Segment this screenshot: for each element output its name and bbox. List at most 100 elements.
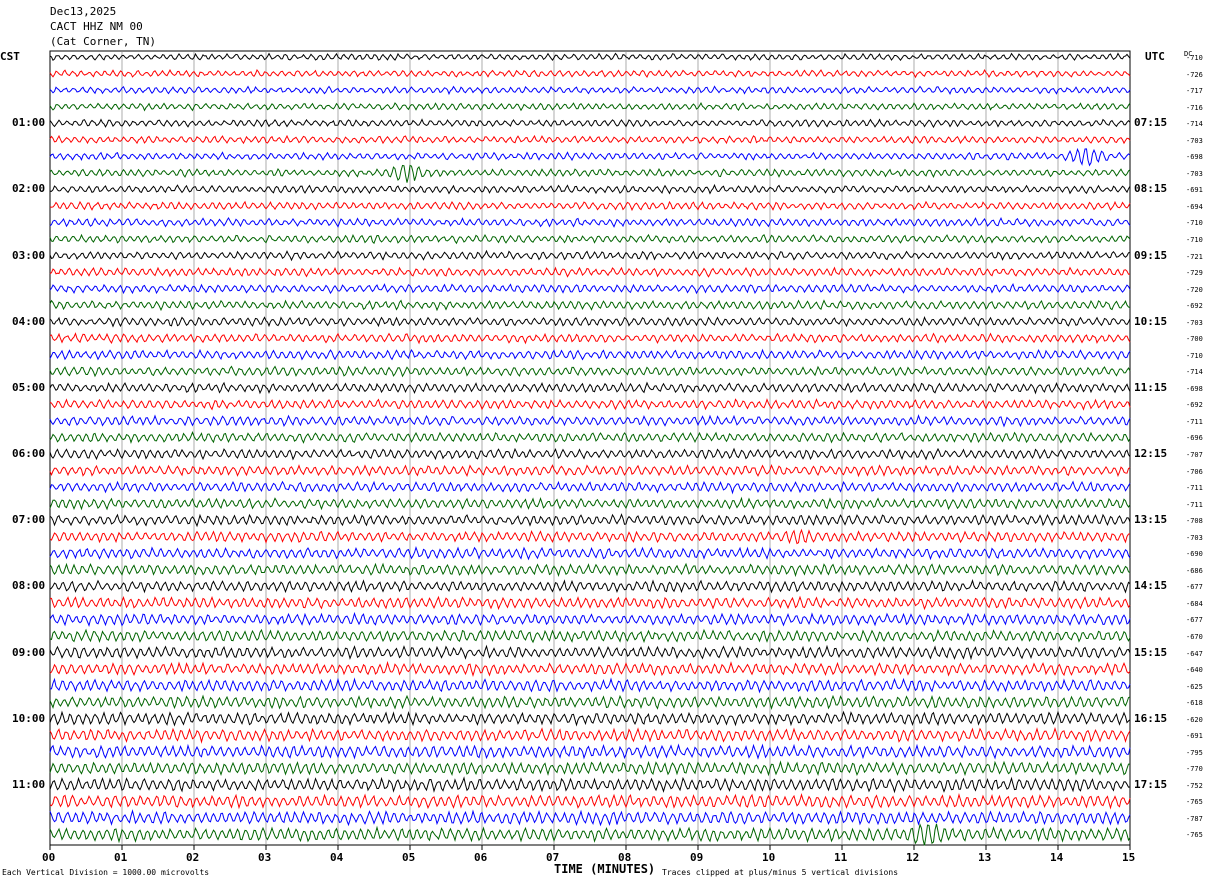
seismic-trace	[49, 398, 1131, 411]
dc-offset-label: -795	[1186, 748, 1203, 757]
dc-offset-label: -618	[1186, 699, 1203, 708]
footer-left-note: Each Vertical Division = 1000.00 microvo…	[2, 868, 210, 877]
seismic-trace	[49, 102, 1131, 112]
left-hour-label: 01:00	[12, 116, 46, 130]
seismic-trace	[49, 496, 1131, 511]
x-axis-title: TIME (MINUTES)	[554, 862, 656, 876]
dc-offset-label: -765	[1186, 798, 1203, 807]
header-location: (Cat Corner, TN)	[50, 35, 156, 48]
dc-offset-label: -714	[1186, 368, 1203, 377]
dc-offset-label: -686	[1186, 566, 1203, 575]
seismic-trace	[49, 266, 1131, 278]
seismic-trace	[49, 822, 1131, 846]
seismic-trace	[49, 147, 1131, 167]
seismic-trace	[49, 365, 1131, 378]
seismic-trace	[49, 52, 1131, 62]
dc-offset-label: -698	[1186, 153, 1203, 162]
seismic-trace	[49, 283, 1131, 295]
seismic-trace	[49, 677, 1131, 694]
dc-offset-label: -692	[1186, 302, 1203, 311]
dc-offset-label: -720	[1186, 285, 1203, 294]
left-hour-label: 06:00	[12, 447, 46, 460]
dc-offset-label: -707	[1186, 451, 1203, 459]
seismic-trace	[49, 233, 1131, 245]
seismic-trace	[49, 743, 1131, 760]
seismic-trace	[49, 447, 1131, 461]
dc-offset-label: -726	[1186, 70, 1203, 79]
dc-offset-label: -710	[1186, 54, 1203, 62]
seismic-trace	[49, 660, 1131, 677]
header-date: Dec13,2025	[50, 5, 117, 18]
dc-offset-label: -670	[1186, 632, 1203, 641]
x-tick-label: 13	[978, 851, 992, 864]
dc-offset-label: -787	[1186, 814, 1203, 823]
x-tick-label: 00	[42, 851, 56, 864]
seismic-trace	[49, 710, 1131, 727]
seismic-trace	[49, 69, 1131, 79]
dc-offset-label: -620	[1186, 715, 1203, 724]
x-tick-label: 09	[690, 851, 704, 864]
right-hour-label: 07:15	[1134, 116, 1168, 130]
x-tick-label: 04	[330, 851, 344, 864]
dc-offset-label: -708	[1186, 517, 1203, 526]
dc-offset-label: -692	[1186, 401, 1203, 410]
dc-offset-label: -703	[1186, 533, 1203, 542]
dc-offset-label: -710	[1186, 219, 1203, 228]
seismic-trace	[49, 183, 1131, 195]
seismic-trace	[49, 134, 1131, 145]
x-tick-label: 06	[474, 851, 488, 864]
seismic-trace	[49, 562, 1131, 578]
dc-header: DC	[1184, 50, 1193, 58]
left-hour-label: 05:00	[12, 380, 46, 394]
seismic-trace	[49, 545, 1131, 561]
dc-offset-label: -625	[1186, 682, 1203, 691]
right-hour-label: 08:15	[1134, 182, 1168, 196]
seismic-trace	[49, 513, 1131, 528]
seismic-trace	[49, 464, 1131, 478]
footer-right-note: Traces clipped at plus/minus 5 vertical …	[662, 868, 899, 877]
seismic-trace	[49, 528, 1131, 545]
dc-offset-label: -729	[1186, 269, 1203, 278]
dc-offset-label: -770	[1186, 765, 1203, 774]
right-hour-label: 11:15	[1134, 380, 1168, 394]
dc-offset-label: -717	[1186, 87, 1203, 96]
seismic-trace	[49, 628, 1131, 644]
left-hour-label: 03:00	[12, 248, 46, 262]
dc-offset-label: -694	[1186, 202, 1203, 211]
seismic-trace	[49, 348, 1131, 361]
right-hour-label: 13:15	[1134, 513, 1168, 527]
seismic-trace	[49, 85, 1131, 96]
right-hour-label: 09:15	[1134, 248, 1168, 262]
x-tick-label: 07	[546, 851, 560, 864]
dc-offset-label: -703	[1186, 318, 1203, 327]
dc-offset-label: -711	[1186, 417, 1203, 426]
seismic-trace	[49, 644, 1131, 661]
left-hour-label: 07:00	[12, 513, 46, 527]
right-hour-label: 14:15	[1134, 579, 1168, 593]
dc-offset-label: -677	[1186, 583, 1203, 592]
dc-offset-label: -711	[1186, 500, 1203, 509]
left-hour-label: 09:00	[12, 645, 46, 659]
x-tick-label: 01	[114, 851, 128, 864]
seismic-trace	[49, 332, 1131, 345]
right-hour-label: 10:15	[1134, 314, 1168, 328]
left-hour-label: 08:00	[12, 579, 46, 593]
seismic-trace	[49, 118, 1131, 129]
dc-offset-label: -721	[1186, 252, 1203, 261]
left-hour-label: 10:00	[12, 711, 46, 725]
dc-offset-label: -752	[1186, 781, 1203, 790]
seismic-trace	[49, 792, 1131, 810]
header-station: CACT HHZ NM 00	[50, 20, 143, 33]
dc-offset-label: -765	[1186, 831, 1203, 840]
dc-offset-label: -700	[1186, 335, 1203, 344]
seismic-trace	[49, 164, 1131, 183]
x-tick-label: 10	[762, 851, 776, 864]
right-hour-label: 17:15	[1134, 777, 1168, 791]
seismic-trace	[49, 299, 1131, 312]
dc-offset-label: -714	[1186, 120, 1203, 129]
left-timezone-label: CST	[0, 50, 20, 63]
dc-offset-label: -703	[1186, 136, 1203, 145]
dc-offset-label: -691	[1186, 732, 1203, 741]
dc-offset-label: -698	[1186, 384, 1203, 393]
